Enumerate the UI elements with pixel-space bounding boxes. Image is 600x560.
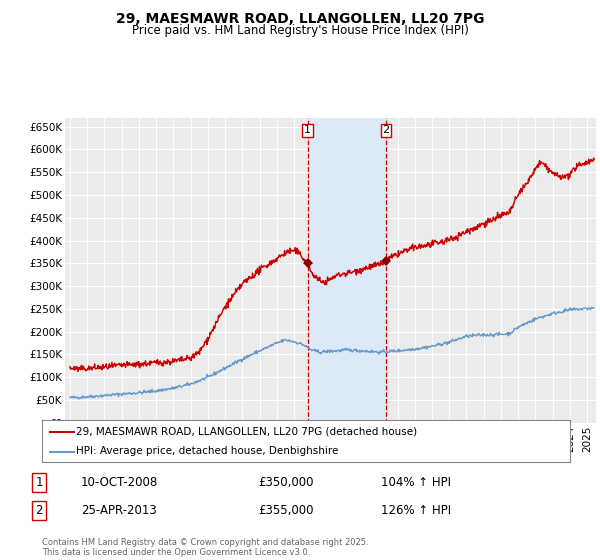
Text: £350,000: £350,000 bbox=[258, 476, 314, 489]
Text: 1: 1 bbox=[35, 476, 43, 489]
Text: 10-OCT-2008: 10-OCT-2008 bbox=[81, 476, 158, 489]
Text: Contains HM Land Registry data © Crown copyright and database right 2025.
This d: Contains HM Land Registry data © Crown c… bbox=[42, 538, 368, 557]
Text: 126% ↑ HPI: 126% ↑ HPI bbox=[381, 504, 451, 517]
Bar bbox=[308, 118, 386, 423]
Text: 104% ↑ HPI: 104% ↑ HPI bbox=[381, 476, 451, 489]
Text: HPI: Average price, detached house, Denbighshire: HPI: Average price, detached house, Denb… bbox=[76, 446, 338, 456]
Text: £355,000: £355,000 bbox=[258, 504, 314, 517]
Text: 29, MAESMAWR ROAD, LLANGOLLEN, LL20 7PG (detached house): 29, MAESMAWR ROAD, LLANGOLLEN, LL20 7PG … bbox=[76, 427, 418, 437]
Text: 2: 2 bbox=[382, 125, 389, 135]
Text: 25-APR-2013: 25-APR-2013 bbox=[81, 504, 157, 517]
Text: Price paid vs. HM Land Registry's House Price Index (HPI): Price paid vs. HM Land Registry's House … bbox=[131, 24, 469, 36]
Text: 2: 2 bbox=[35, 504, 43, 517]
Text: 29, MAESMAWR ROAD, LLANGOLLEN, LL20 7PG: 29, MAESMAWR ROAD, LLANGOLLEN, LL20 7PG bbox=[116, 12, 484, 26]
Text: 1: 1 bbox=[304, 125, 311, 135]
